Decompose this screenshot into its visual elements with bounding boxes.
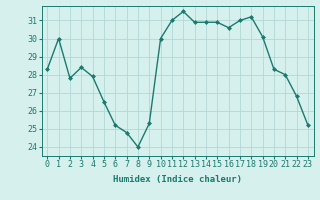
X-axis label: Humidex (Indice chaleur): Humidex (Indice chaleur) [113, 175, 242, 184]
